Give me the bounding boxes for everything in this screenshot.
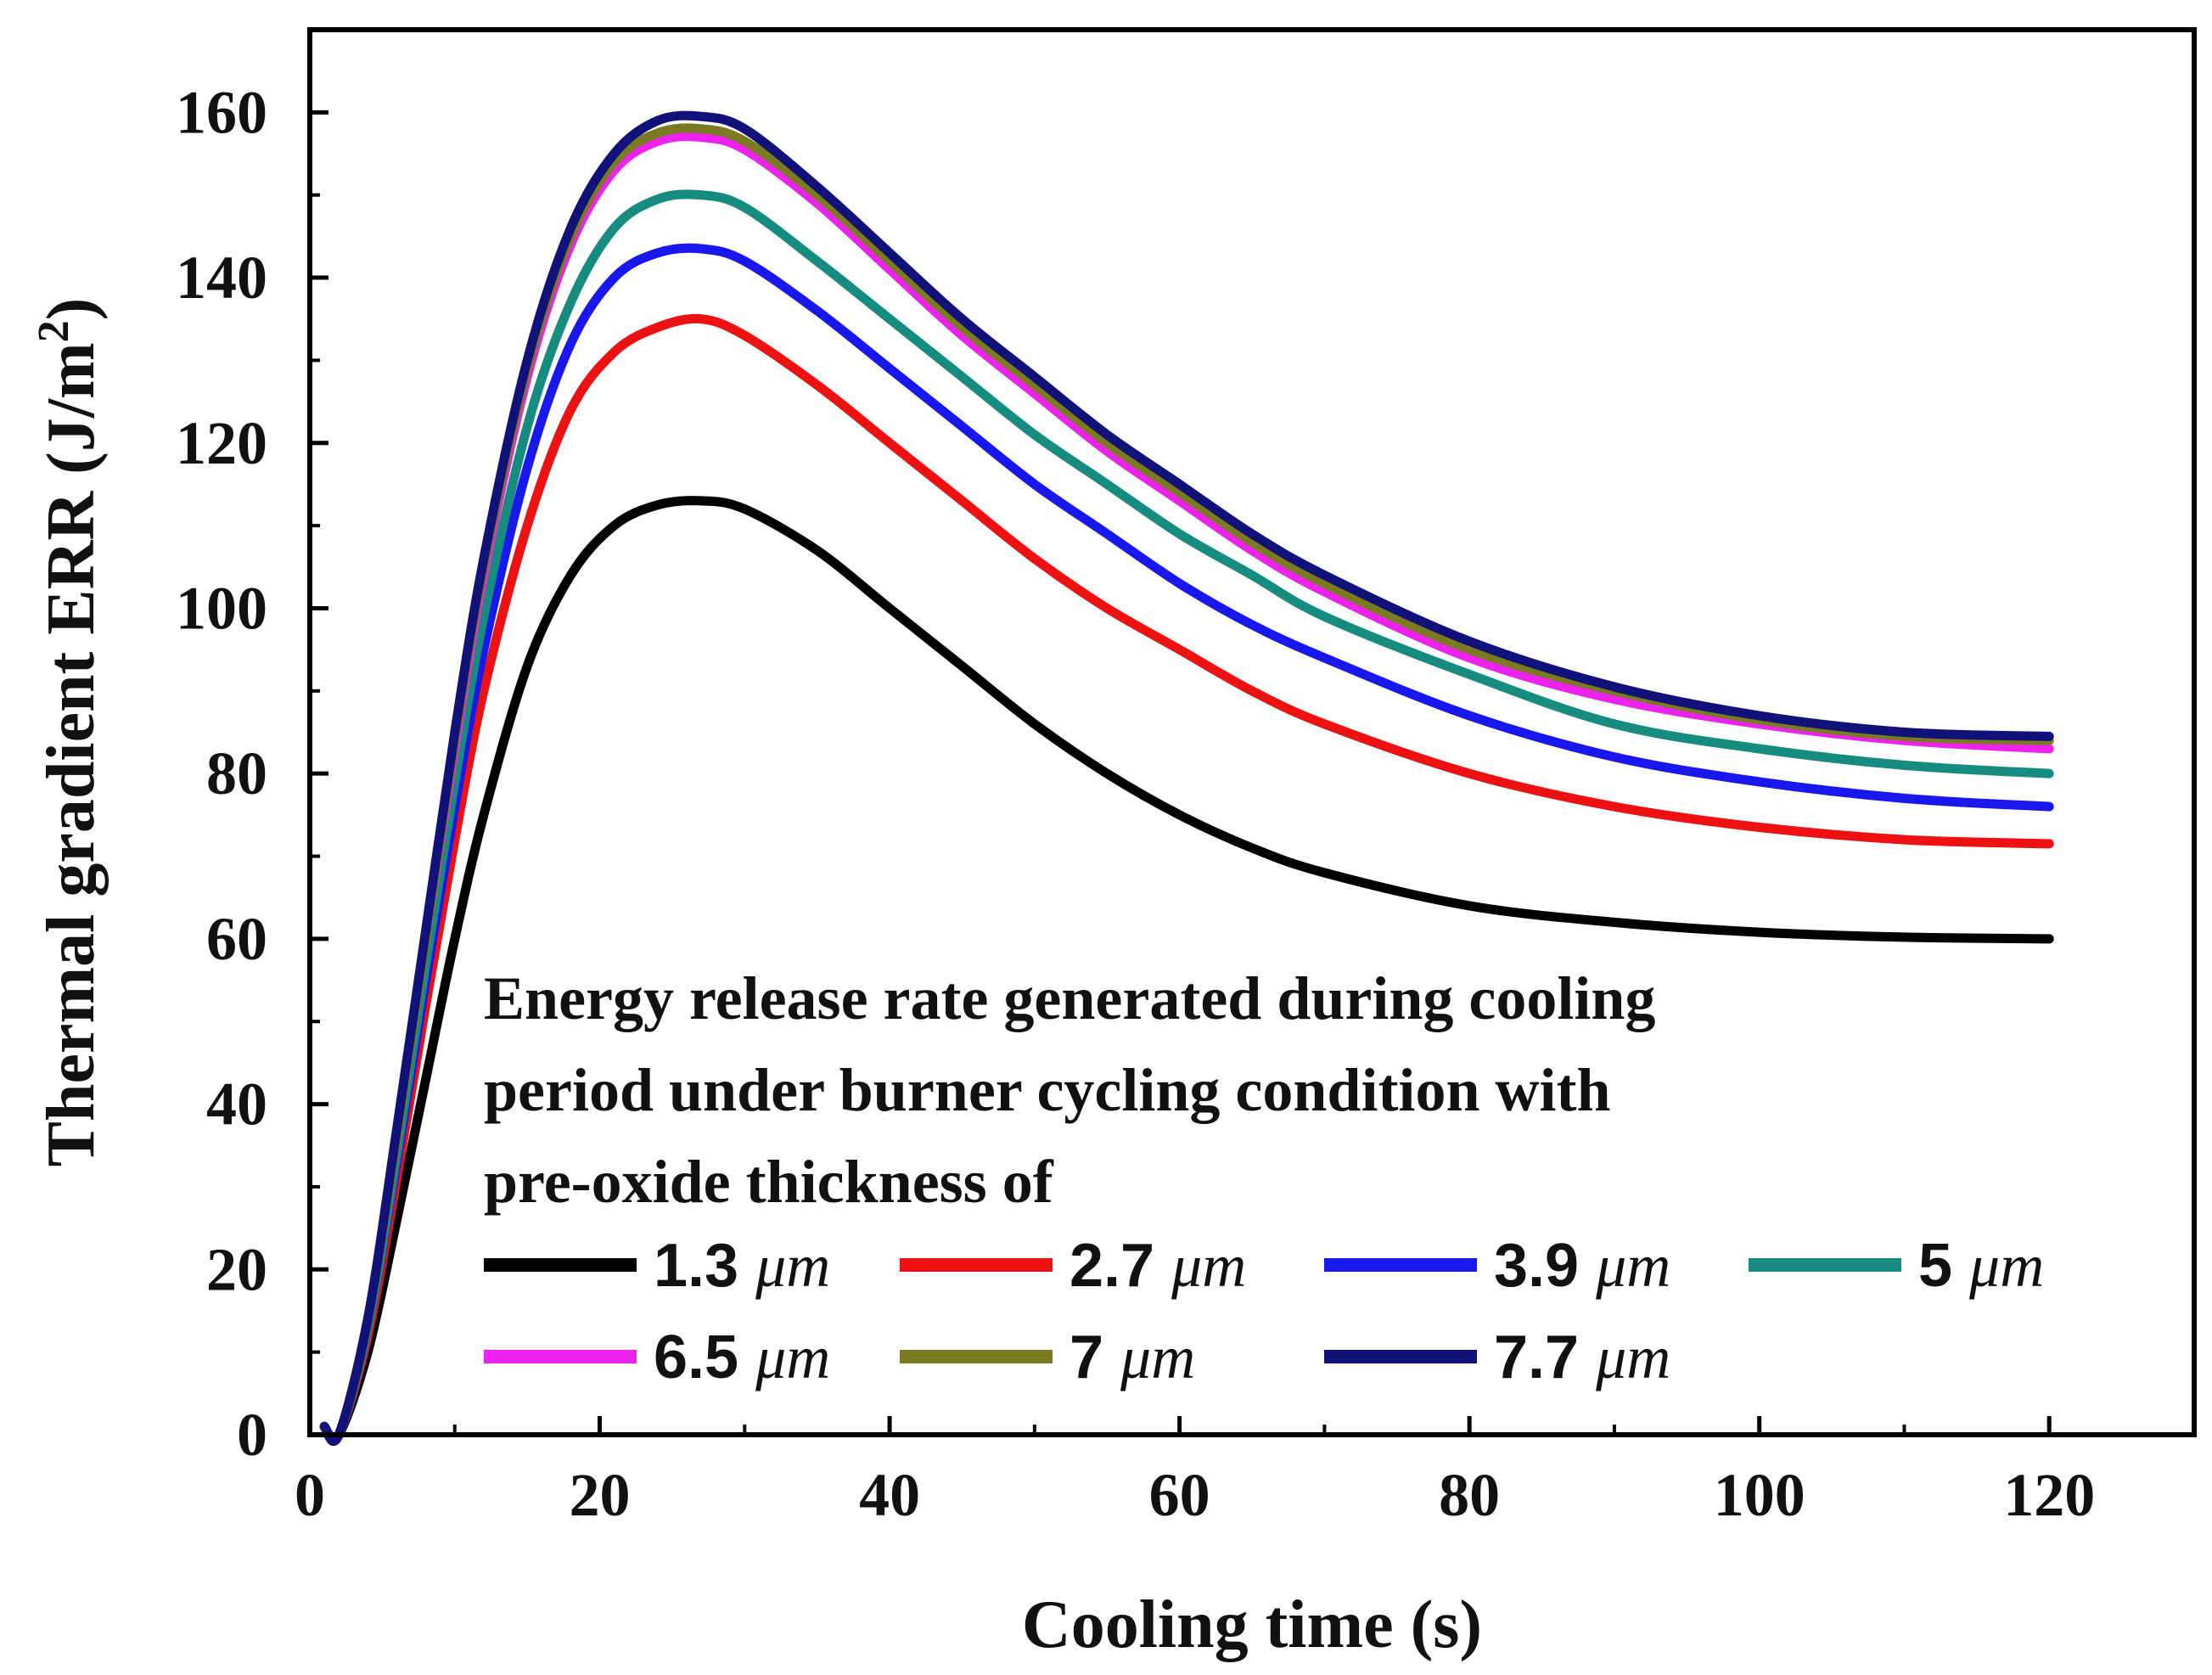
legend-unit: μm [1171, 1232, 1246, 1300]
x-tick-label: 80 [1439, 1461, 1500, 1529]
x-tick-label: 100 [1714, 1461, 1805, 1529]
y-tick-label: 0 [237, 1401, 267, 1469]
legend-value: 7 [1070, 1324, 1120, 1391]
y-tick-label: 20 [206, 1235, 267, 1303]
legend-label: 7 μm [1070, 1324, 1195, 1391]
legend-label: 3.9 μm [1494, 1232, 1670, 1300]
x-axis-title: Cooling time (s) [1022, 1588, 1482, 1662]
x-tick-label: 20 [570, 1461, 631, 1529]
legend-unit: μm [755, 1232, 830, 1300]
legend-label: 2.7 μm [1070, 1232, 1246, 1300]
series-line-7-7-um [319, 110, 2054, 1447]
y-tick-label: 40 [206, 1071, 267, 1138]
y-tick-label: 80 [206, 739, 267, 807]
legend-unit: μm [1120, 1324, 1195, 1391]
y-axis-title-suffix: ) [34, 298, 109, 321]
annotation: Energy release rate generated during coo… [484, 964, 1655, 1216]
annotation-line: pre-oxide thickness of [484, 1148, 1054, 1216]
y-tick-label: 120 [176, 409, 267, 477]
y-tick-label: 160 [176, 78, 267, 146]
series-layer [319, 110, 2054, 1447]
legend-value: 7.7 [1494, 1324, 1596, 1391]
legend-value: 1.3 [654, 1232, 755, 1300]
annotation-line: Energy release rate generated during coo… [484, 964, 1655, 1032]
tick-layer: 0 20 40 60 80 100 120 0 20 40 60 80 100 120 140 160 [176, 28, 2095, 1529]
x-tick-label: 120 [2003, 1461, 2095, 1529]
legend-unit: μm [755, 1324, 830, 1391]
annotation-line: period under burner cycling condition wi… [484, 1056, 1611, 1124]
y-tick-label: 140 [176, 244, 267, 312]
y-tick-label: 100 [176, 574, 267, 642]
x-tick-label: 0 [295, 1461, 325, 1529]
legend-value: 6.5 [654, 1324, 755, 1391]
legend-value: 3.9 [1494, 1232, 1596, 1300]
legend-value: 2.7 [1070, 1232, 1171, 1300]
legend: 1.3 μm 2.7 μm 3.9 μm 5 μm6.5 μm 7 μm 7.7 μm [484, 1232, 2044, 1391]
legend-label: 7.7 μm [1494, 1324, 1670, 1391]
x-tick-label: 60 [1149, 1461, 1210, 1529]
legend-label: 1.3 μm [654, 1232, 830, 1300]
y-axis-title: Thermal gradient ERR (J/m2) [30, 298, 109, 1167]
legend-value: 5 [1918, 1232, 1969, 1300]
legend-unit: μm [1968, 1232, 2044, 1300]
x-tick-label: 40 [859, 1461, 920, 1529]
legend-label: 5 μm [1918, 1232, 2044, 1300]
legend-label: 6.5 μm [654, 1324, 830, 1391]
legend-unit: μm [1595, 1324, 1670, 1391]
plot-frame [307, 27, 2197, 1437]
y-axis-title-main: Thermal gradient ERR (J/m [34, 342, 109, 1166]
y-tick-label: 60 [206, 905, 267, 973]
series-line-1-3-um [319, 496, 2054, 1444]
y-axis-title-superscript: 2 [30, 320, 78, 342]
legend-unit: μm [1595, 1232, 1670, 1300]
